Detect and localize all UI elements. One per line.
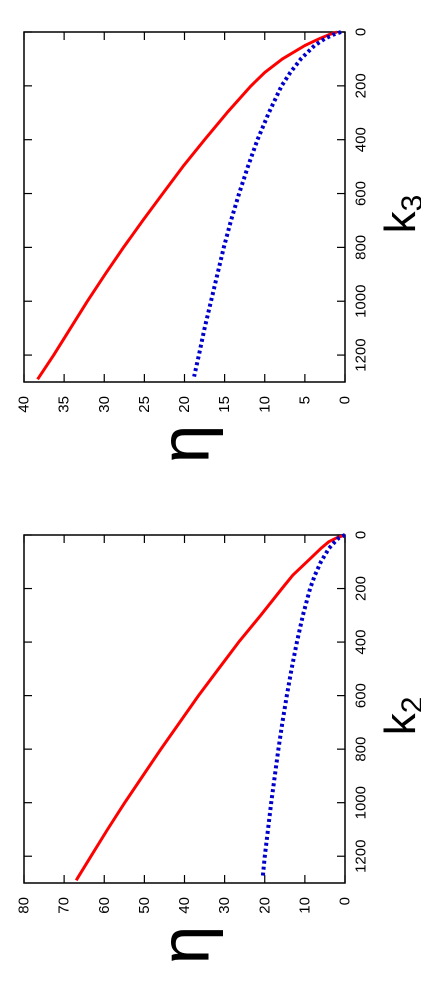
series-line-dotted (260, 533, 346, 878)
y-tick-label: 80 (16, 897, 33, 914)
y-tick-label: 5 (296, 396, 313, 404)
plot-frame (23, 31, 346, 383)
plot-frame (23, 534, 346, 884)
y-tick-label: 50 (136, 897, 153, 914)
y-tick-label: 30 (216, 897, 233, 914)
series-line-dotted (192, 30, 342, 378)
chart-k2: 0 200 400 600 800 1000 1200 0 10 20 30 40 50 60 70 80 k2… (16, 531, 421, 965)
y-tick-label: 15 (216, 396, 233, 413)
x-tick-label: 0 (353, 28, 370, 36)
x-axis-label: k3 (376, 195, 421, 234)
x-tick-label: 1000 (353, 786, 370, 819)
x-tick-label: 1000 (353, 285, 370, 318)
y-axis-label: η (146, 926, 224, 965)
x-tick-label: 800 (353, 235, 370, 260)
y-tick-label: 60 (96, 897, 113, 914)
x-tick-label: 800 (353, 737, 370, 762)
y-tick-label: 40 (16, 396, 33, 413)
y-tick-label: 20 (176, 396, 193, 413)
chart-k3: 0 200 400 600 800 1000 1200 0 5 10 15 20 25 30 35 40 k3 η (16, 28, 421, 464)
x-tick-label: 600 (353, 683, 370, 708)
x-tick-label: 200 (353, 73, 370, 98)
x-tick-label: 0 (353, 531, 370, 539)
y-tick-label: 25 (136, 396, 153, 413)
series-line-solid (74, 533, 346, 882)
y-tick-label: 20 (256, 897, 273, 914)
y-tick-label: 70 (56, 897, 73, 914)
x-tick-label: 1200 (353, 840, 370, 873)
y-axis-label: η (146, 425, 224, 464)
y-tick-label: 0 (337, 396, 354, 404)
series-line-solid (36, 30, 338, 381)
y-tick-label: 35 (56, 396, 73, 413)
y-tick-label: 0 (337, 897, 354, 905)
x-tick-label: 600 (353, 181, 370, 206)
y-tick-label: 40 (176, 897, 193, 914)
y-tick-label: 10 (256, 396, 273, 413)
x-tick-label: 200 (353, 576, 370, 601)
x-tick-label: 400 (353, 127, 370, 152)
x-tick-label: 400 (353, 630, 370, 655)
x-axis-label: k2 (376, 697, 421, 736)
y-tick-label: 30 (96, 396, 113, 413)
y-tick-label: 10 (296, 897, 313, 914)
x-tick-label: 1200 (353, 338, 370, 371)
